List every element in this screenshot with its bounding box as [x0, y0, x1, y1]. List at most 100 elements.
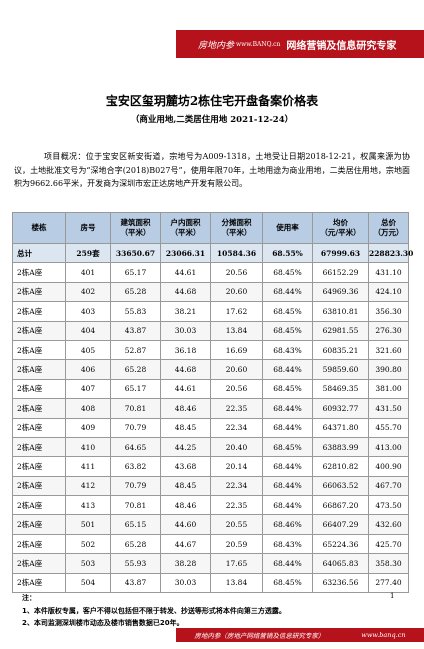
table-cell: 63883.99: [312, 436, 369, 458]
table-cell: 22.35: [210, 495, 263, 516]
table-cell: 68.44%: [262, 553, 313, 574]
table-cell: 68.44%: [262, 417, 313, 438]
table-row: 2栋A座 502 65.28 44.67 20.59 68.43% 65224.36 425.…: [12, 533, 409, 555]
table-row: 2栋A座 411 63.82 43.68 20.14 68.44% 62810.82 400.…: [12, 456, 409, 477]
header-text: （平米）: [120, 228, 151, 237]
notes: 注： 1、本件版权专属，客户不得以包括但不限于转发、抄送等形式将本件向第三方透露…: [22, 592, 286, 630]
table-row: 2栋A座 410 64.65 44.25 20.40 68.45% 63883.99 413.…: [12, 436, 409, 458]
table-cell: 30.03: [160, 320, 211, 341]
table-cell: 411: [65, 456, 111, 477]
table-cell: 64.65: [110, 436, 161, 458]
table-cell: 2栋A座: [12, 281, 66, 303]
table-cell: 63.82: [110, 456, 161, 477]
table-cell: 43.87: [110, 320, 161, 341]
note: 1、本件版权专属，客户不得以包括但不限于转发、抄送等形式将本件向第三方透露。: [22, 606, 286, 615]
table-cell: 70.81: [110, 398, 161, 419]
table-row: 2栋A座 402 65.28 44.68 20.60 68.44% 64969.36 424.…: [12, 281, 409, 303]
table-cell: 390.80: [368, 359, 409, 380]
table-cell: 20.60: [210, 281, 263, 303]
column-header: 使用率: [262, 212, 313, 244]
table-cell: 401: [65, 262, 111, 283]
table-cell: 64371.80: [312, 417, 369, 438]
table-cell: 2栋A座: [12, 456, 66, 477]
table-cell: 68.44%: [262, 281, 313, 303]
table-cell: 406: [65, 359, 111, 380]
table-cell: 356.30: [368, 301, 409, 322]
table-cell: 64065.83: [312, 553, 369, 574]
table-cell: 17.65: [210, 553, 263, 574]
header-text: 楼栋: [31, 223, 47, 232]
table-cell: 424.10: [368, 281, 409, 303]
table-cell: 2栋A座: [12, 320, 66, 341]
table-row: 2栋A座 501 65.15 44.60 20.55 68.46% 66407.29 432.…: [12, 514, 409, 535]
table-row: 2栋A座 406 65.28 44.68 20.60 68.44% 59859.60 390.…: [12, 359, 409, 380]
table-row: 2栋A座 407 65.17 44.61 20.56 68.45% 58469.35 381.…: [12, 378, 409, 400]
table-cell: 70.81: [110, 495, 161, 516]
table-cell: 68.44%: [262, 495, 313, 516]
table-cell: 20.56: [210, 378, 263, 400]
column-header: 总价 （万元）: [368, 212, 409, 244]
table-cell: 412: [65, 475, 111, 497]
table-cell: 66063.52: [312, 475, 369, 497]
brand: 房地内参: [198, 40, 235, 51]
column-header: 楼栋: [12, 212, 66, 244]
total-cell: 10584.36: [210, 242, 263, 264]
table-cell: 38.21: [160, 301, 211, 322]
table-cell: 55.83: [110, 301, 161, 322]
table-cell: 44.60: [160, 514, 211, 535]
table-cell: 68.45%: [262, 262, 313, 283]
table-cell: 66407.29: [312, 514, 369, 535]
table-cell: 20.56: [210, 262, 263, 283]
table-cell: 65.17: [110, 378, 161, 400]
table-cell: 48.46: [160, 495, 211, 516]
table-cell: 48.45: [160, 475, 211, 497]
table-cell: 2栋A座: [12, 301, 66, 322]
table-cell: 20.55: [210, 514, 263, 535]
header-text: 均价: [333, 218, 348, 227]
header-text: （平米）: [221, 228, 252, 237]
table-cell: 22.34: [210, 417, 263, 438]
table-cell: 60835.21: [312, 339, 369, 361]
table-cell: 455.70: [368, 417, 409, 438]
table-cell: 2栋A座: [12, 436, 66, 458]
footer-brand: 房地内参（房地产网络营销及信息研究专家）: [194, 632, 325, 640]
total-cell: 33650.67: [110, 242, 161, 264]
table-row: 2栋A座 413 70.81 48.46 22.35 68.44% 66867.20 473.…: [12, 495, 409, 516]
table-cell: 410: [65, 436, 111, 458]
table-cell: 20.14: [210, 456, 263, 477]
total-cell: 总计: [12, 242, 66, 264]
table-cell: 432.60: [368, 514, 409, 535]
table-cell: 66152.29: [312, 262, 369, 283]
overview: 项目概况：位于宝安区新安街道，宗地号为A009-1318，土地受让日期2018-…: [14, 152, 410, 188]
table-cell: 68.44%: [262, 359, 313, 380]
table-cell: 404: [65, 320, 111, 341]
table-cell: 2栋A座: [12, 553, 66, 574]
table-cell: 2栋A座: [12, 572, 66, 594]
table-cell: 44.68: [160, 281, 211, 303]
table-row: 2栋A座 408 70.81 48.46 22.35 68.44% 60932.77 431.…: [12, 398, 409, 419]
table-row: 2栋A座 403 55.83 38.21 17.62 68.45% 63810.81 356.…: [12, 301, 409, 322]
header-text: （平米）: [170, 228, 201, 237]
table-cell: 2栋A座: [12, 398, 66, 419]
table-cell: 2栋A座: [12, 475, 66, 497]
table-cell: 503: [65, 553, 111, 574]
table-cell: 65.28: [110, 281, 161, 303]
table-cell: 70.79: [110, 475, 161, 497]
price-table: 楼栋 房号 建筑面积 （平米） 户内面积 （平米） 分摊面积 （平米） 使用率 均价 （元/平米）总…: [12, 212, 413, 594]
table-cell: 43.87: [110, 572, 161, 594]
header-banner: 房地内参 www.BANQ.cn 网络营销及信息研究专家: [176, 30, 424, 58]
table-cell: 408: [65, 398, 111, 419]
table-cell: 68.45%: [262, 320, 313, 341]
table-cell: 358.30: [368, 553, 409, 574]
table-row: 2栋A座 503 55.93 38.28 17.65 68.44% 64065.83 358.…: [12, 553, 409, 574]
table-cell: 13.84: [210, 572, 263, 594]
table-cell: 60932.77: [312, 398, 369, 419]
slogan: 网络营销及信息研究专家: [286, 40, 397, 52]
table-cell: 413: [65, 495, 111, 516]
table-cell: 2栋A座: [12, 495, 66, 516]
header-row: 楼栋 房号 建筑面积 （平米） 户内面积 （平米） 分摊面积 （平米） 使用率 均价 （元/平米）总…: [12, 212, 409, 244]
table-cell: 48.45: [160, 417, 211, 438]
total-cell: 23066.31: [160, 242, 211, 264]
table-cell: 68.44%: [262, 475, 313, 497]
